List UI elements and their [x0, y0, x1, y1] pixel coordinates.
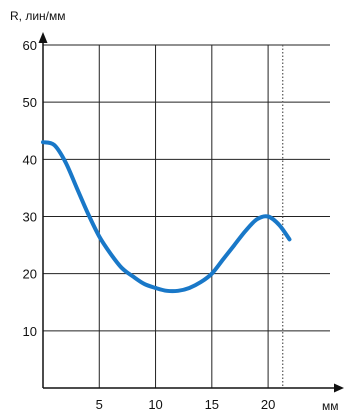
x-tick-label: 20: [261, 397, 275, 412]
y-axis-arrow: [38, 32, 48, 43]
y-axis-label: R, лин/мм: [10, 9, 66, 23]
y-tick-label: 40: [23, 152, 37, 167]
x-axis-label: мм: [322, 399, 339, 412]
grid: [43, 44, 330, 388]
x-axis-arrow: [334, 383, 344, 393]
y-tick-label: 50: [23, 95, 37, 110]
tick-labels: 5 10 15 20 10 20 30 40 50 60: [23, 38, 276, 412]
x-tick-label: 10: [148, 397, 162, 412]
x-tick-label: 5: [96, 397, 103, 412]
series-line: [41, 140, 292, 294]
y-tick-label: 20: [23, 267, 37, 282]
x-tick-label: 15: [205, 397, 219, 412]
y-tick-label: 60: [23, 38, 37, 53]
y-tick-label: 30: [23, 210, 37, 225]
axes: [38, 32, 344, 393]
y-tick-label: 10: [23, 324, 37, 339]
